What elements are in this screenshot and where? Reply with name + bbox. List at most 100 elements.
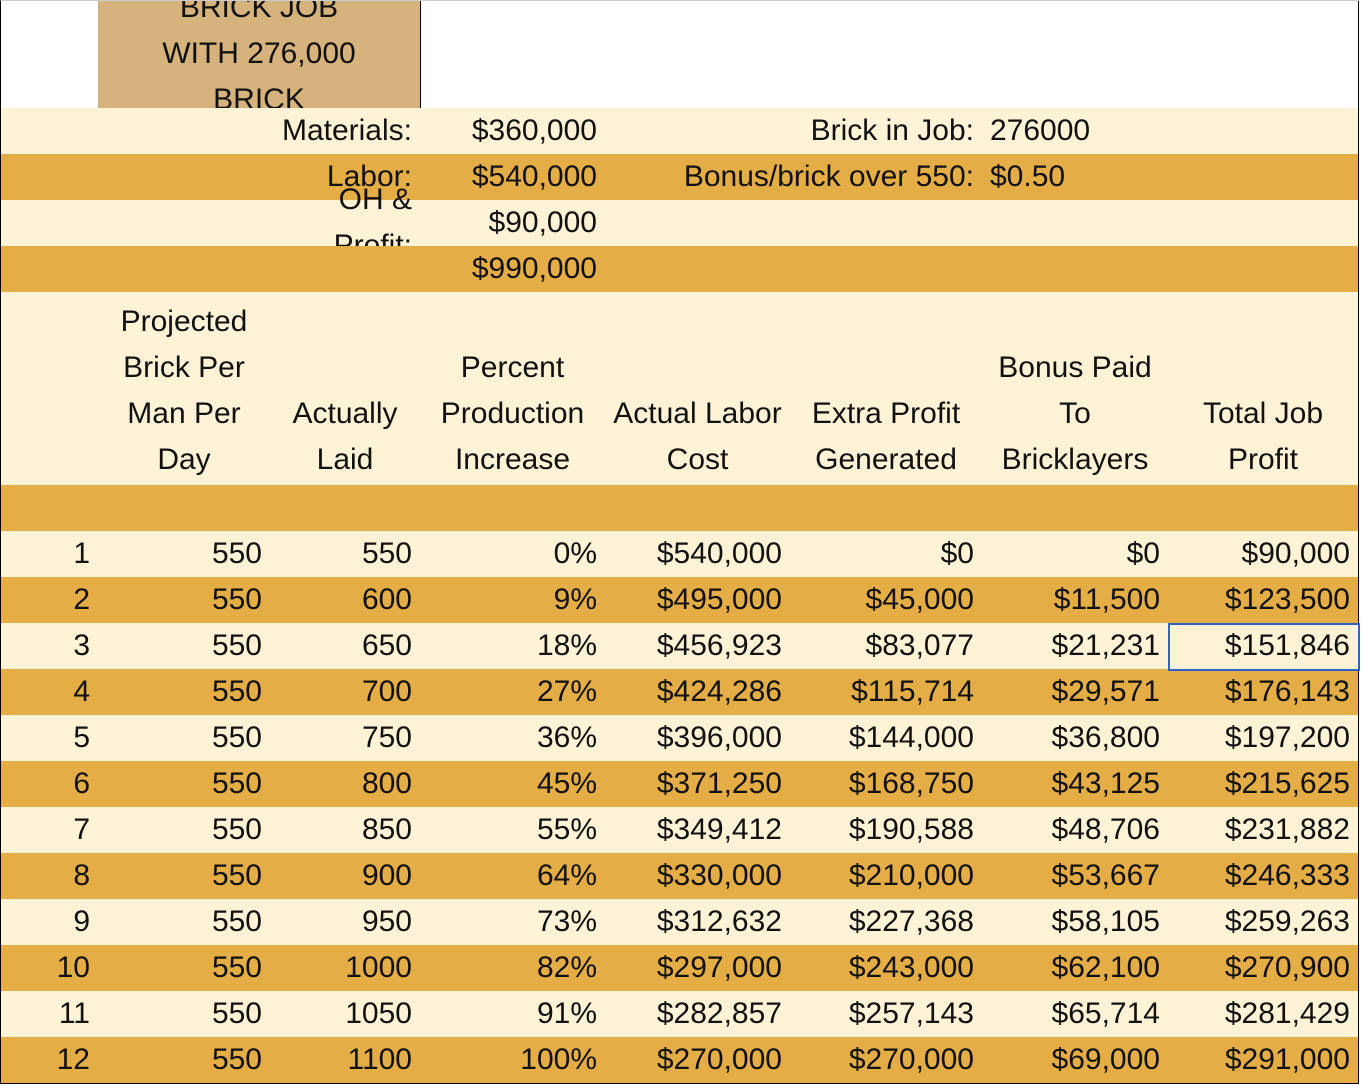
summary-value: $90,000 (420, 200, 606, 247)
summary-label: OH & Profit: (270, 183, 421, 262)
data-cell: 1100 (270, 1037, 421, 1084)
row-number: 2 (0, 577, 99, 624)
cell (0, 0, 99, 109)
cell (605, 246, 791, 293)
data-cell: 600 (270, 577, 421, 624)
side-label: Brick in Job: (605, 108, 983, 155)
data-cell: $270,900 (1168, 945, 1359, 992)
column-header: Actually Laid (270, 292, 421, 486)
row-number: 1 (0, 531, 99, 578)
data-cell: 550 (98, 945, 271, 992)
cell (982, 200, 1169, 247)
data-cell: $246,333 (1168, 853, 1359, 900)
data-cell: $371,250 (605, 761, 791, 808)
cell (1168, 0, 1359, 109)
cell (1168, 154, 1359, 201)
data-cell: $65,714 (982, 991, 1169, 1038)
selected-cell[interactable] (1168, 623, 1360, 671)
data-cell: 550 (98, 853, 271, 900)
data-cell: $190,588 (790, 807, 983, 854)
data-cell: 850 (270, 807, 421, 854)
data-cell: 73% (420, 899, 606, 946)
data-cell: $349,412 (605, 807, 791, 854)
data-cell: $231,882 (1168, 807, 1359, 854)
cell (270, 246, 421, 293)
data-cell: $62,100 (982, 945, 1169, 992)
cell (0, 108, 99, 155)
data-cell: 91% (420, 991, 606, 1038)
data-cell: $424,286 (605, 669, 791, 716)
row-number: 5 (0, 715, 99, 762)
cell (0, 246, 99, 293)
cell (605, 0, 791, 109)
side-label: Bonus/brick over 550: (605, 154, 983, 201)
data-cell: $176,143 (1168, 669, 1359, 716)
data-cell: 700 (270, 669, 421, 716)
row-number: 3 (0, 623, 99, 670)
data-cell: $115,714 (790, 669, 983, 716)
data-cell: 550 (98, 623, 271, 670)
cell (98, 154, 271, 201)
data-cell: 27% (420, 669, 606, 716)
data-cell: $312,632 (605, 899, 791, 946)
data-cell: $215,625 (1168, 761, 1359, 808)
summary-label: Materials: (270, 108, 421, 155)
data-cell: $168,750 (790, 761, 983, 808)
data-cell: 550 (98, 807, 271, 854)
cell (790, 0, 983, 109)
data-cell: $0 (790, 531, 983, 578)
row-number: 4 (0, 669, 99, 716)
cell (98, 200, 271, 247)
data-cell: $144,000 (790, 715, 983, 762)
column-header: Actual Labor Cost (605, 292, 791, 486)
row-number: 6 (0, 761, 99, 808)
data-cell: 1050 (270, 991, 421, 1038)
data-cell: 0% (420, 531, 606, 578)
data-cell: $291,000 (1168, 1037, 1359, 1084)
data-cell: $270,000 (790, 1037, 983, 1084)
cell (1168, 485, 1359, 532)
data-cell: 64% (420, 853, 606, 900)
cell (98, 246, 271, 293)
cell (0, 292, 99, 486)
row-number: 11 (0, 991, 99, 1038)
cell (605, 200, 791, 247)
cell (982, 0, 1169, 109)
summary-label: Labor: (270, 154, 421, 201)
cell (0, 154, 99, 201)
row-number: 9 (0, 899, 99, 946)
data-cell: $297,000 (605, 945, 791, 992)
data-cell: 750 (270, 715, 421, 762)
data-cell: $43,125 (982, 761, 1169, 808)
data-cell: 550 (98, 715, 271, 762)
data-cell: 550 (98, 577, 271, 624)
data-cell: $330,000 (605, 853, 791, 900)
data-cell: $123,500 (1168, 577, 1359, 624)
data-cell: 650 (270, 623, 421, 670)
data-cell: $282,857 (605, 991, 791, 1038)
data-cell: 45% (420, 761, 606, 808)
cell (98, 108, 271, 155)
column-header: Bonus Paid To Bricklayers (982, 292, 1169, 486)
cell (1168, 200, 1359, 247)
row-number: 8 (0, 853, 99, 900)
data-cell: 550 (98, 1037, 271, 1084)
data-cell: 9% (420, 577, 606, 624)
data-cell: 550 (98, 531, 271, 578)
data-cell: $11,500 (982, 577, 1169, 624)
data-cell: $29,571 (982, 669, 1169, 716)
data-cell: $36,800 (982, 715, 1169, 762)
summary-value: $360,000 (420, 108, 606, 155)
cell (0, 485, 99, 532)
data-cell: 550 (270, 531, 421, 578)
data-cell: 82% (420, 945, 606, 992)
data-cell: 550 (98, 761, 271, 808)
data-cell: 950 (270, 899, 421, 946)
side-value: $0.50 (982, 154, 1169, 201)
summary-value: $540,000 (420, 154, 606, 201)
side-value: 276000 (982, 108, 1169, 155)
data-cell: $90,000 (1168, 531, 1359, 578)
data-cell: 550 (98, 991, 271, 1038)
cell (0, 200, 99, 247)
